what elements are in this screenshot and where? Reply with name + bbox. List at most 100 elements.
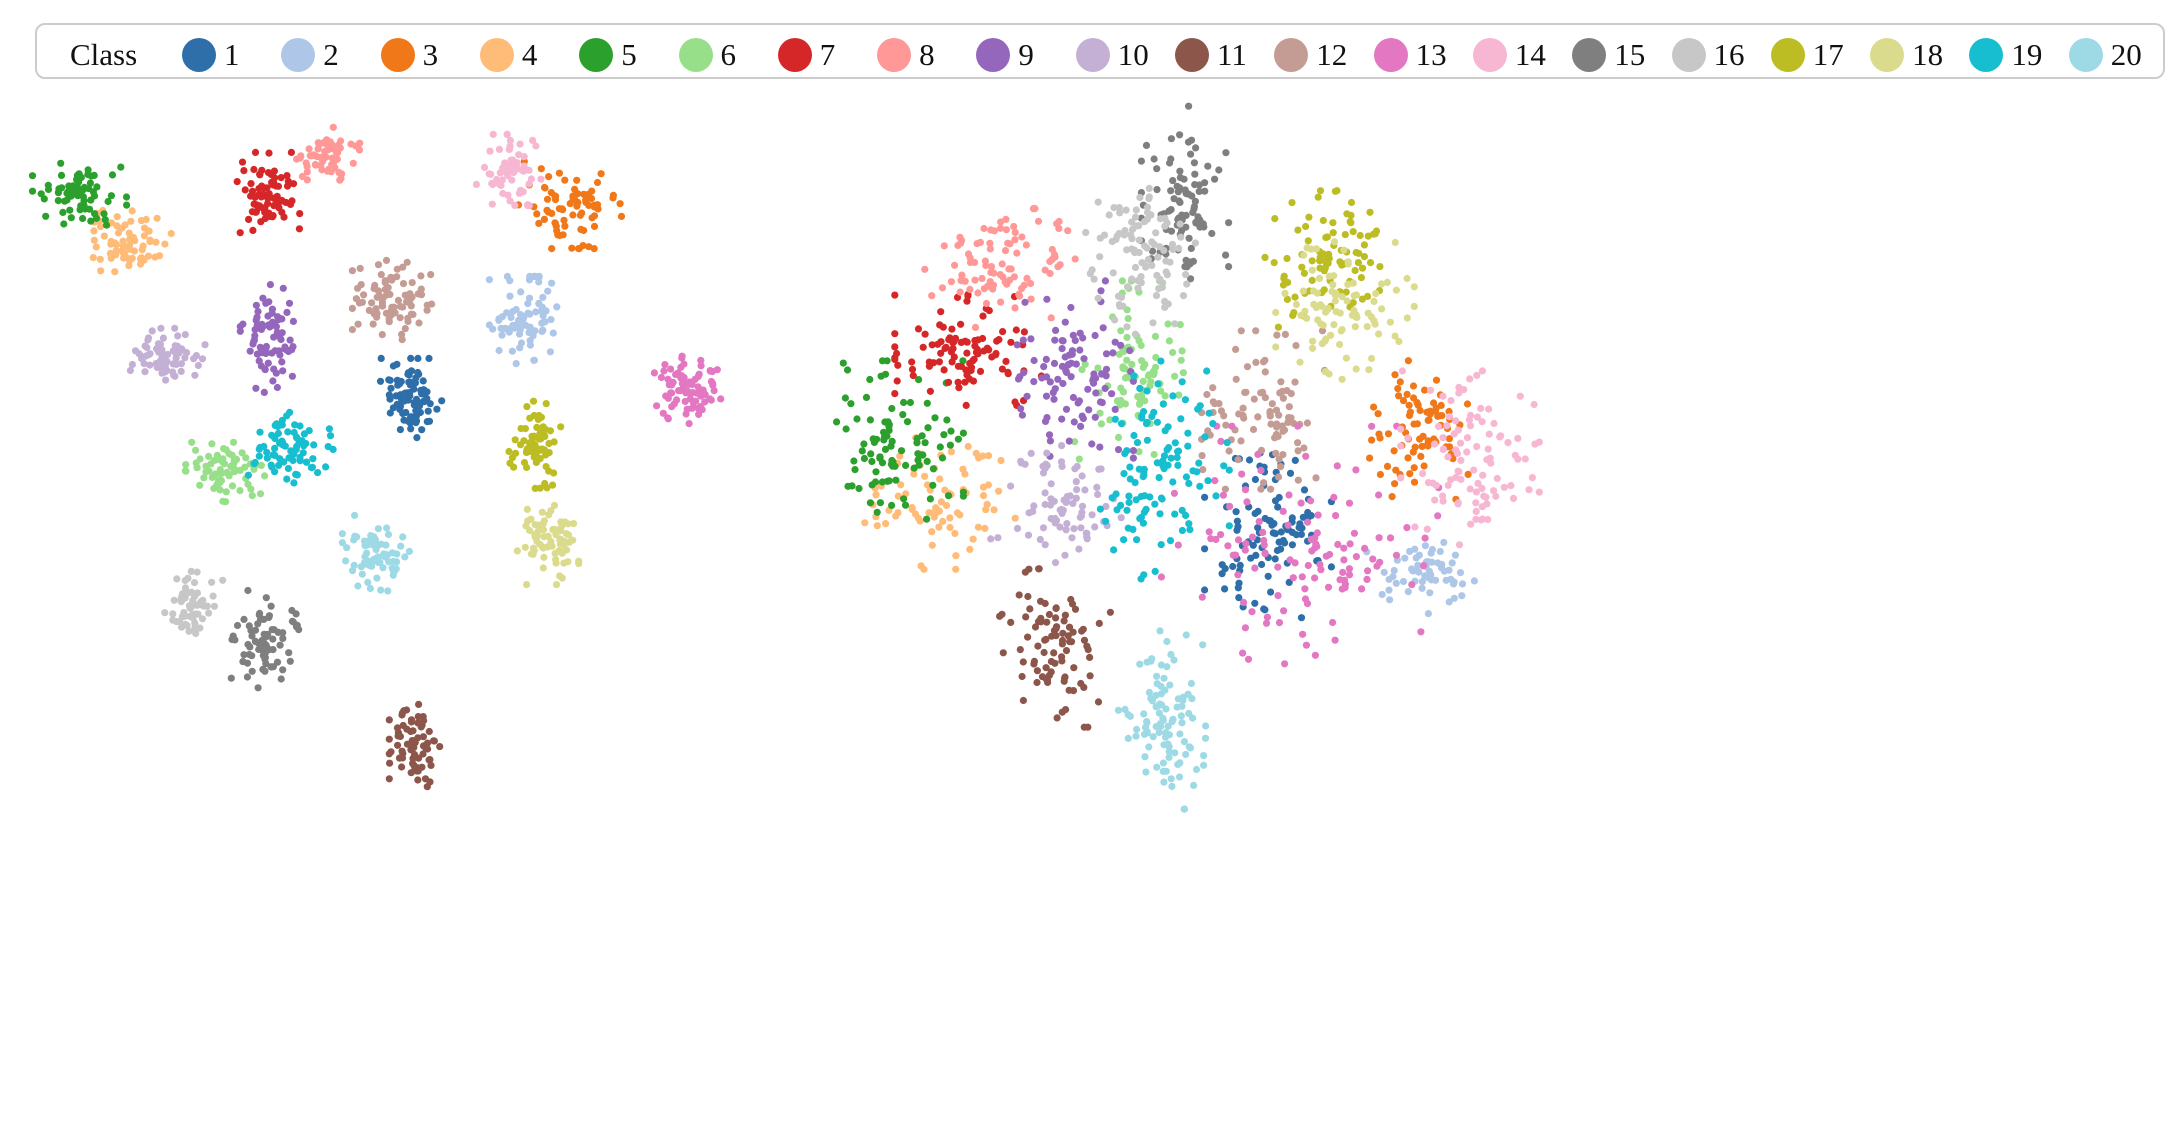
- point-class-14: [1472, 499, 1480, 507]
- point-class-11: [1035, 565, 1043, 573]
- point-class-16: [1138, 259, 1146, 267]
- point-class-9: [257, 349, 265, 357]
- point-class-16: [208, 578, 216, 586]
- point-class-19: [1130, 372, 1138, 380]
- point-class-13: [1331, 636, 1339, 644]
- point-class-9: [1069, 331, 1077, 339]
- point-class-12: [1239, 404, 1247, 412]
- point-class-18: [1367, 313, 1376, 321]
- point-class-9: [1097, 287, 1105, 295]
- point-class-1: [376, 377, 385, 385]
- point-class-18: [1297, 311, 1305, 319]
- point-class-13: [1302, 452, 1310, 460]
- point-class-10: [1029, 507, 1037, 515]
- point-class-8: [1003, 280, 1011, 288]
- point-class-13: [1352, 553, 1360, 561]
- point-class-3: [1438, 412, 1446, 420]
- point-class-12: [1273, 331, 1281, 339]
- point-class-20: [397, 542, 405, 550]
- point-class-4: [114, 229, 122, 237]
- point-class-14: [1490, 487, 1498, 495]
- point-class-14: [506, 197, 514, 205]
- point-class-15: [1194, 213, 1202, 221]
- point-class-13: [1350, 529, 1358, 537]
- point-class-20: [366, 584, 374, 593]
- point-class-6: [1150, 450, 1158, 459]
- point-class-16: [1149, 319, 1157, 327]
- point-class-2: [1445, 566, 1453, 574]
- point-class-18: [1328, 287, 1336, 296]
- point-class-12: [1261, 356, 1269, 364]
- point-class-3: [1410, 420, 1418, 428]
- point-class-3: [1464, 470, 1472, 478]
- point-class-2: [1392, 579, 1400, 587]
- point-class-9: [1017, 405, 1025, 413]
- point-class-15: [1165, 207, 1173, 215]
- point-class-1: [407, 425, 415, 433]
- point-class-13: [1279, 507, 1287, 515]
- point-class-18: [1403, 274, 1411, 283]
- point-class-17: [1366, 259, 1375, 267]
- point-class-2: [525, 294, 534, 302]
- point-class-8: [298, 172, 306, 181]
- point-class-6: [248, 492, 256, 500]
- point-class-6: [1151, 332, 1160, 340]
- point-class-19: [296, 422, 304, 430]
- point-class-19: [284, 464, 292, 473]
- point-class-14: [1431, 440, 1439, 448]
- point-class-13: [657, 373, 666, 382]
- point-class-9: [285, 299, 294, 307]
- point-class-13: [1243, 498, 1251, 506]
- point-class-16: [1150, 240, 1158, 248]
- point-class-20: [1182, 631, 1190, 639]
- point-class-5: [924, 424, 932, 432]
- point-class-5: [867, 450, 875, 458]
- point-class-3: [1404, 454, 1412, 462]
- point-class-6: [1164, 320, 1172, 328]
- point-class-15: [245, 622, 253, 630]
- point-class-13: [1340, 556, 1348, 564]
- point-class-4: [930, 513, 938, 521]
- point-class-18: [523, 505, 532, 513]
- point-class-13: [1375, 534, 1383, 542]
- point-class-13: [1226, 502, 1234, 510]
- point-class-19: [1139, 519, 1147, 527]
- point-class-12: [407, 310, 415, 318]
- point-class-11: [395, 754, 404, 762]
- point-class-19: [1143, 387, 1151, 395]
- point-class-2: [509, 307, 517, 315]
- point-class-5: [853, 415, 861, 423]
- point-class-13: [678, 352, 686, 360]
- point-class-13: [1304, 518, 1312, 526]
- point-class-3: [1409, 382, 1418, 390]
- point-class-18: [538, 543, 546, 551]
- point-class-9: [1049, 389, 1057, 397]
- point-class-3: [1405, 401, 1413, 409]
- point-class-2: [549, 329, 557, 337]
- point-class-11: [1026, 605, 1034, 613]
- point-class-6: [1081, 360, 1089, 368]
- point-class-14: [1439, 434, 1447, 442]
- point-class-20: [350, 561, 358, 570]
- point-class-13: [1368, 422, 1376, 430]
- point-class-16: [209, 592, 217, 600]
- point-class-18: [1340, 246, 1348, 254]
- point-class-1: [387, 384, 395, 392]
- point-class-16: [1132, 206, 1140, 214]
- point-class-16: [1117, 293, 1126, 301]
- point-class-10: [157, 324, 165, 332]
- point-class-9: [1078, 412, 1086, 420]
- point-class-11: [999, 649, 1007, 657]
- point-class-3: [560, 216, 568, 224]
- legend-marker-1: [182, 38, 216, 72]
- point-class-8: [981, 257, 990, 265]
- point-class-3: [559, 206, 567, 214]
- point-class-7: [941, 344, 949, 352]
- point-class-5: [881, 370, 890, 378]
- point-class-2: [1418, 578, 1426, 586]
- point-class-10: [183, 349, 191, 357]
- point-class-12: [388, 306, 396, 314]
- point-class-18: [1272, 308, 1280, 317]
- point-class-11: [1067, 638, 1076, 646]
- point-class-13: [1420, 562, 1428, 570]
